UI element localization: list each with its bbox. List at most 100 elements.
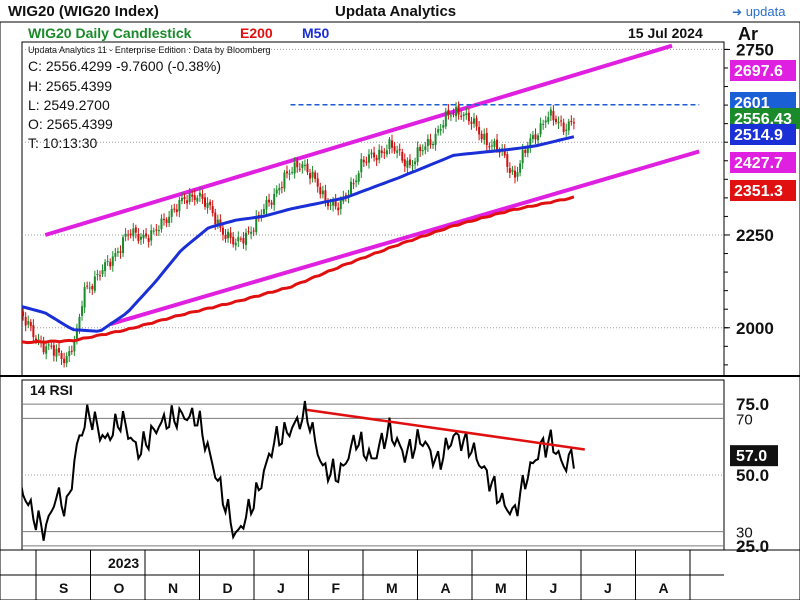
candle-body xyxy=(78,316,81,331)
title-bar xyxy=(0,0,800,22)
candle-body xyxy=(419,146,422,152)
candle-body xyxy=(227,231,230,239)
candle-body xyxy=(411,165,414,167)
rsi-tick-label: 50.0 xyxy=(736,466,769,485)
candle-body xyxy=(285,171,288,174)
upper-channel-line[interactable] xyxy=(44,43,673,237)
candle-body xyxy=(334,199,337,207)
candle-body xyxy=(301,164,304,169)
candle-body xyxy=(252,230,255,232)
candle-body xyxy=(155,229,158,231)
candle-body xyxy=(296,160,299,168)
month-label: M xyxy=(495,580,507,596)
candle-body xyxy=(344,195,347,197)
updata-arrow-icon: ➜ xyxy=(732,5,743,19)
price-tag-label: 2514.9 xyxy=(734,127,783,144)
candle-body xyxy=(508,168,511,174)
candle-body xyxy=(311,171,314,178)
candle-body xyxy=(137,234,140,242)
candle-body xyxy=(63,358,66,364)
candle-body xyxy=(421,150,424,152)
candle-body xyxy=(163,219,166,221)
candle-body xyxy=(544,120,547,123)
candle-body xyxy=(452,114,455,116)
rsi-label: 14 RSI xyxy=(30,382,73,398)
price-tag-label: 2427.7 xyxy=(734,155,783,172)
candle-body xyxy=(193,195,196,201)
price-tag-box xyxy=(730,108,800,129)
candle-body xyxy=(388,139,391,150)
candle-body xyxy=(493,141,496,147)
price-tick-label: 2250 xyxy=(736,226,774,245)
candle-body xyxy=(122,237,125,254)
ema200-line[interactable] xyxy=(18,195,575,345)
candle-body xyxy=(106,260,109,262)
candle-body xyxy=(209,201,212,206)
candle-body xyxy=(375,157,378,161)
ma50-line[interactable] xyxy=(18,135,575,333)
candle-body xyxy=(278,187,281,191)
ma-legend: M50 xyxy=(302,25,329,41)
month-label: D xyxy=(223,580,233,596)
candle-body xyxy=(152,230,155,232)
candle-body xyxy=(173,208,176,210)
candle-body xyxy=(283,172,286,189)
candle-body xyxy=(214,212,217,225)
rsi-tag-label: 57.0 xyxy=(736,448,767,465)
candle-body xyxy=(86,285,89,287)
candle-body xyxy=(498,151,501,153)
candle-body xyxy=(170,208,173,217)
candle-body xyxy=(524,149,527,153)
candle-body xyxy=(547,117,550,122)
candle-body xyxy=(462,114,465,116)
candle-body xyxy=(337,207,340,211)
candle-body xyxy=(109,261,112,267)
price-tag-box xyxy=(730,92,796,113)
candle-body xyxy=(250,231,253,234)
candle-body xyxy=(401,151,404,161)
price-tag-box xyxy=(730,60,796,81)
rsi-trendline[interactable] xyxy=(306,408,585,451)
candle-body xyxy=(393,146,396,152)
candle-body xyxy=(557,121,560,124)
candle-body xyxy=(73,339,76,352)
candle-body xyxy=(29,322,32,327)
candle-body xyxy=(114,253,117,257)
candle-body xyxy=(570,120,573,122)
candle-body xyxy=(224,235,227,239)
candle-body xyxy=(309,173,312,179)
price-tag-label: 2697.6 xyxy=(734,63,783,80)
candle-body xyxy=(326,201,329,207)
candle-body xyxy=(314,172,317,179)
rsi-panel xyxy=(21,379,725,551)
source-line: Updata Analytics 11 - Enterprise Edition… xyxy=(28,45,270,55)
candle-body xyxy=(55,348,58,357)
candle-body xyxy=(506,154,509,167)
lower-channel-line[interactable] xyxy=(110,149,700,326)
rsi-line[interactable] xyxy=(18,400,575,541)
candle-body xyxy=(306,163,309,173)
brand-logo: ➜ updata xyxy=(732,4,785,19)
candle-body xyxy=(370,152,373,155)
candle-body xyxy=(380,150,383,154)
candle-body xyxy=(111,256,114,266)
candle-body xyxy=(178,199,181,212)
candle-body xyxy=(180,197,183,201)
candle-body xyxy=(316,178,319,187)
candle-body xyxy=(355,180,358,183)
candle-body xyxy=(513,170,516,178)
candle-body xyxy=(83,287,86,308)
candle-body xyxy=(439,129,442,131)
candle-body xyxy=(511,169,514,172)
candle-body xyxy=(165,219,168,223)
candle-body xyxy=(367,154,370,163)
candle-body xyxy=(157,230,160,232)
candle-body xyxy=(567,121,570,131)
candle-body xyxy=(24,316,27,326)
chart-title: WIG20 Daily Candlestick xyxy=(28,25,192,41)
price-tag-box xyxy=(730,152,796,173)
candle-body xyxy=(432,143,435,145)
candle-body xyxy=(68,351,71,357)
